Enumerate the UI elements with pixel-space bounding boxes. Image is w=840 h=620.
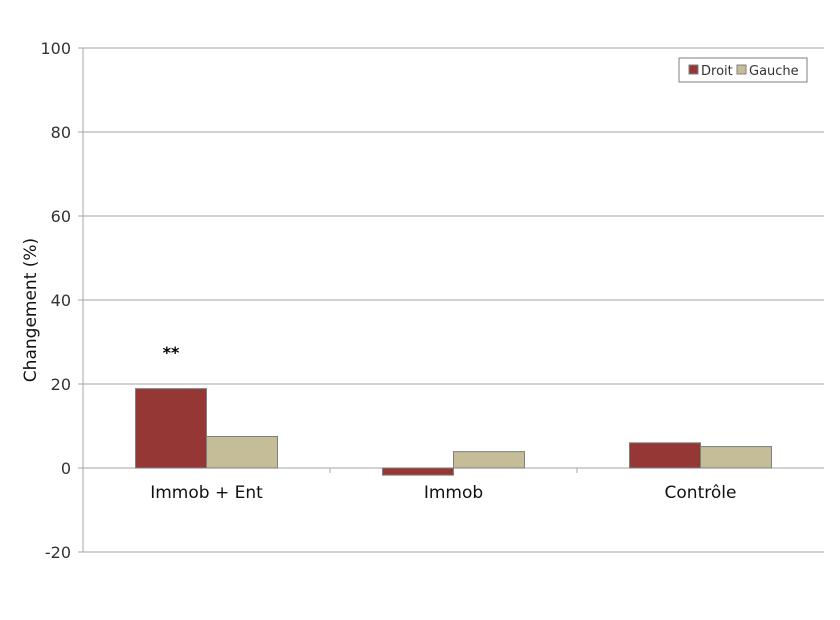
bar-droit xyxy=(629,442,701,469)
x-tick-label: Immob xyxy=(424,483,483,503)
y-tick-label: 20 xyxy=(51,375,71,394)
legend-label: Gauche xyxy=(749,64,799,79)
y-tick-label: 40 xyxy=(51,291,71,310)
y-tick-label: 0 xyxy=(61,459,71,478)
y-tick-label: 100 xyxy=(40,39,71,58)
y-axis-title: Changement (%) xyxy=(21,238,41,382)
significance-annotation: ** xyxy=(163,343,180,362)
y-tick-label: 80 xyxy=(51,123,71,142)
legend-label: Droit xyxy=(701,64,733,79)
y-tick-label: 60 xyxy=(51,207,71,226)
bar-droit xyxy=(382,467,454,476)
bar-droit xyxy=(135,388,207,469)
legend-swatch-droit xyxy=(688,64,699,75)
x-tick-label: Immob + Ent xyxy=(150,483,263,503)
bar-gauche xyxy=(453,451,525,469)
legend-swatch-gauche xyxy=(736,64,747,75)
y-tick-label: -20 xyxy=(45,543,71,562)
bar-gauche xyxy=(700,446,772,469)
x-tick-label: Contrôle xyxy=(665,483,737,503)
bar-gauche xyxy=(206,436,278,469)
